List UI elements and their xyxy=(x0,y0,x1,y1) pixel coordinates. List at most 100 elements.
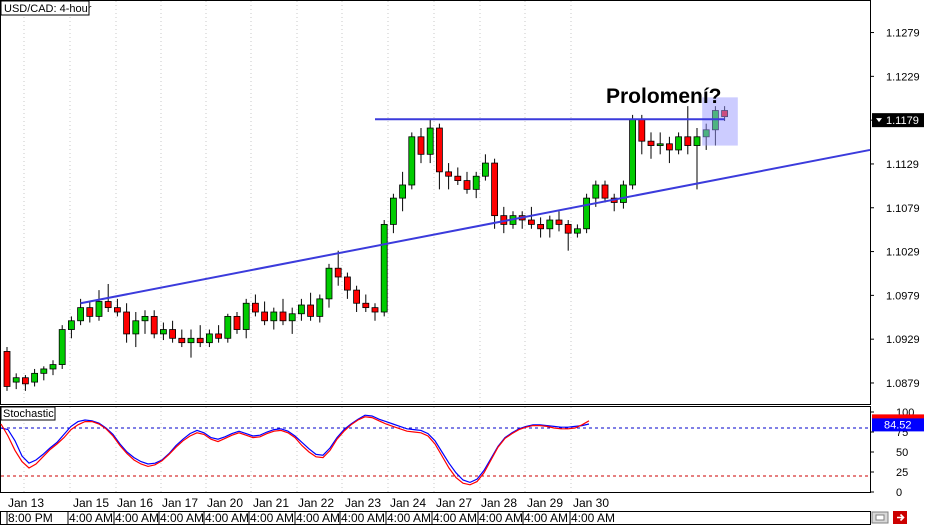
stoch-line-0 xyxy=(0,414,590,484)
last-price-tag xyxy=(872,113,924,128)
candle-body-60 xyxy=(555,219,563,225)
candle-body-18 xyxy=(169,329,177,339)
time-label-0: 8:00 PM xyxy=(8,511,53,525)
candle-body-63 xyxy=(583,197,590,230)
candle-body-12 xyxy=(114,307,121,313)
candle-body-37 xyxy=(343,276,351,291)
candle-body-72 xyxy=(666,143,673,151)
candle-body-6 xyxy=(58,329,66,365)
candle-body-35 xyxy=(325,267,333,300)
candle-body-32 xyxy=(297,304,305,315)
candle-body-17 xyxy=(159,329,167,335)
candle-body-15 xyxy=(141,315,149,322)
trendline-1 xyxy=(80,148,871,305)
candle-body-26 xyxy=(242,302,250,330)
candle-body-36 xyxy=(334,267,342,278)
trendline-layer xyxy=(80,118,871,305)
candle-body-64 xyxy=(592,184,600,199)
candle-body-28 xyxy=(261,311,269,322)
time-label-10: 4:00 AM xyxy=(479,511,523,525)
time-label-6: 4:00 AM xyxy=(296,511,340,525)
time-label-9: 4:00 AM xyxy=(433,511,477,525)
candle-body-39 xyxy=(362,302,370,309)
stoch-d-tag xyxy=(872,414,924,421)
candle-body-19 xyxy=(178,337,186,344)
date-label-6: Jan 22 xyxy=(298,496,334,510)
stoch-value-tag xyxy=(872,418,924,432)
candle-body-34 xyxy=(316,298,324,317)
price-axis: 1.1279 1.1229 1.1179 1.1129 1.1079 1.1029 1.09… xyxy=(870,28,924,390)
candle-body-65 xyxy=(601,184,609,199)
candle-body-58 xyxy=(537,224,544,230)
price-tick-label-0: 1.1279 xyxy=(886,28,920,40)
time-label-4: 4:00 AM xyxy=(205,511,249,525)
candle-body-71 xyxy=(656,143,664,146)
price-tick-label-8: 1.0879 xyxy=(886,378,920,390)
time-label-11: 4:00 AM xyxy=(524,511,568,525)
candle-body-44 xyxy=(408,136,416,186)
candle-body-51 xyxy=(472,175,480,190)
candle-body-2 xyxy=(21,377,29,385)
candle-body-13 xyxy=(123,311,130,335)
right-arrow-glyph xyxy=(897,513,905,522)
candle-body-45 xyxy=(417,136,425,155)
date-label-5: Jan 21 xyxy=(253,496,289,510)
time-label-12: 4:00 AM xyxy=(571,511,615,525)
candle-body-22 xyxy=(205,333,213,344)
candle-body-49 xyxy=(454,175,462,181)
candle-body-46 xyxy=(426,127,434,155)
candle-body-5 xyxy=(49,364,57,370)
candle-body-38 xyxy=(353,289,361,304)
time-label-3: 4:00 AM xyxy=(160,511,204,525)
candle-body-3 xyxy=(31,372,39,383)
last-price-label: 1.1179 xyxy=(886,115,919,127)
date-label-2: Jan 16 xyxy=(117,496,153,510)
candle-body-8 xyxy=(77,307,84,322)
candle-body-25 xyxy=(233,315,241,330)
time-label-7: 4:00 AM xyxy=(341,511,385,525)
date-label-11: Jan 29 xyxy=(527,496,563,510)
scroll-box-inner-icon xyxy=(875,514,885,521)
price-panel xyxy=(0,0,871,405)
candle-body-50 xyxy=(463,180,471,190)
candle-body-11 xyxy=(104,301,112,309)
candle-body-0 xyxy=(3,351,11,387)
stoch-tick-label-4: 0 xyxy=(896,487,902,499)
price-tick-label-4: 1.1079 xyxy=(886,203,920,215)
time-label-1: 4:00 AM xyxy=(69,511,113,525)
candle-body-48 xyxy=(445,171,453,177)
candle-body-31 xyxy=(288,313,296,322)
date-label-4: Jan 20 xyxy=(207,496,243,510)
candle-body-68 xyxy=(629,118,636,186)
title-box xyxy=(0,0,90,16)
indicator-label-box xyxy=(0,406,56,421)
candle-body-16 xyxy=(150,315,158,335)
candle-body-61 xyxy=(564,224,572,234)
candle-body-70 xyxy=(647,140,655,146)
date-label-12: Jan 30 xyxy=(573,496,609,510)
candle-body-43 xyxy=(399,184,407,199)
stochastic-panel xyxy=(0,406,871,493)
date-label-8: Jan 24 xyxy=(390,496,426,510)
candle-body-33 xyxy=(307,304,315,317)
stochastic-layer xyxy=(0,414,870,486)
date-label-1: Jan 15 xyxy=(73,496,109,510)
candle-body-4 xyxy=(40,368,48,374)
candle-body-14 xyxy=(132,320,140,335)
candle-body-69 xyxy=(638,118,646,142)
candle-body-40 xyxy=(371,307,379,313)
candle-body-47 xyxy=(435,127,443,173)
breakout-highlight-box xyxy=(702,97,738,146)
highlight-layer xyxy=(702,97,738,146)
breakout-annotation: Prolomení? xyxy=(606,85,722,108)
stoch-tick-label-3: 25 xyxy=(896,467,908,479)
candle-body-52 xyxy=(481,162,489,177)
candle-body-1 xyxy=(12,377,20,383)
price-tick-label-5: 1.1029 xyxy=(886,247,920,259)
candle-body-73 xyxy=(675,136,682,151)
candle-body-57 xyxy=(528,219,535,225)
chart-title: USD/CAD: 4-hour xyxy=(4,3,92,15)
candle-body-21 xyxy=(196,337,204,344)
